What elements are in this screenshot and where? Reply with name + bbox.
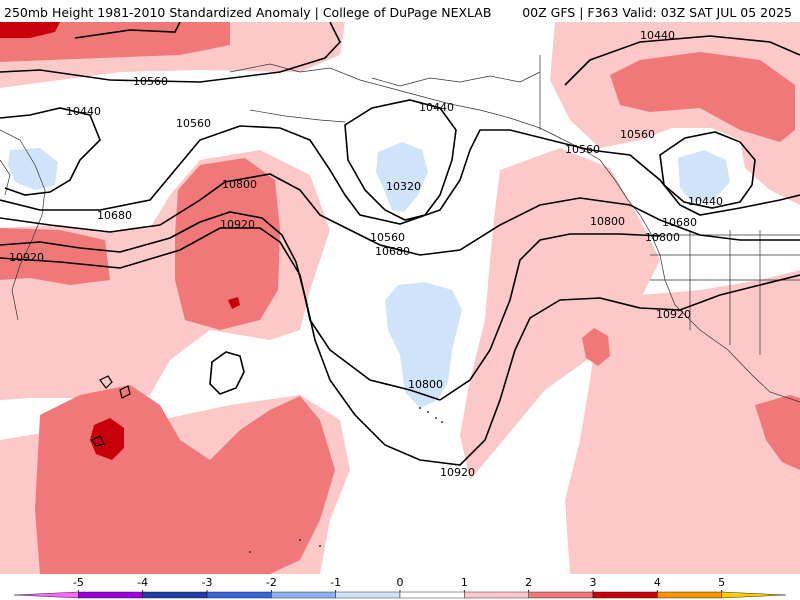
contour-label: 10800: [590, 215, 625, 228]
anomaly-map: 10440 10560 10560 10440 10440 10320 1056…: [0, 22, 800, 574]
contour-label: 10920: [656, 308, 691, 321]
legend-tick-label: -1: [330, 576, 341, 589]
legend-tick-label: 2: [525, 576, 532, 589]
contour-label: 10920: [440, 466, 475, 479]
contour-label: 10440: [66, 105, 101, 118]
legend-swatch: [592, 591, 658, 599]
legend-tick-label: -2: [266, 576, 277, 589]
contour-label: 10440: [688, 195, 723, 208]
contour-label: 10800: [222, 178, 257, 191]
legend-ticks: -5 -4 -3 -2 -1 0 1 2 3 4 5: [73, 576, 725, 592]
contour-label: 10680: [662, 216, 697, 229]
negative-anomaly-areas: [8, 142, 730, 408]
legend-tick-label: 3: [590, 576, 597, 589]
contour-label: 10680: [375, 245, 410, 258]
island-markers: [249, 407, 443, 553]
legend-swatch: [399, 591, 465, 599]
contour-label: 10800: [408, 378, 443, 391]
small-closed-contours: [91, 375, 131, 447]
legend-swatch: [13, 591, 79, 599]
legend-swatch: [464, 591, 529, 599]
legend-tick-label: 4: [654, 576, 661, 589]
contour-label: 10440: [640, 29, 675, 42]
legend-tick-label: -3: [202, 576, 213, 589]
coastlines: [0, 55, 800, 403]
legend-swatch: [78, 591, 143, 599]
color-scale-legend: -5 -4 -3 -2 -1 0 1 2 3 4 5: [13, 576, 787, 599]
contour-labels: 10440 10560 10560 10440 10440 10320 1056…: [9, 29, 723, 479]
legend-tick-label: 1: [461, 576, 468, 589]
contour-label: 10560: [176, 117, 211, 130]
legend-swatch: [206, 591, 272, 599]
positive-anomaly-dark-areas: [0, 22, 240, 460]
legend-swatch: [335, 591, 401, 599]
contour-label: 10680: [97, 209, 132, 222]
legend-swatch: [142, 591, 208, 599]
legend-tick-label: 0: [397, 576, 404, 589]
legend-swatch: [657, 591, 722, 599]
contour-label: 10560: [620, 128, 655, 141]
legend-tick-label: -4: [137, 576, 148, 589]
contour-label: 10560: [133, 75, 168, 88]
positive-anomaly-medium-areas: [0, 22, 800, 574]
legend-swatches: [13, 591, 787, 599]
contour-label: 10560: [370, 231, 405, 244]
legend-swatch: [721, 591, 787, 599]
contour-label: 10560: [565, 143, 600, 156]
contour-label: 10440: [419, 101, 454, 114]
legend-swatch: [528, 591, 594, 599]
contour-label: 10800: [645, 231, 680, 244]
legend-swatch: [271, 591, 336, 599]
map-title: 250mb Height 1981-2010 Standardized Anom…: [4, 5, 492, 20]
title-bar: 250mb Height 1981-2010 Standardized Anom…: [0, 0, 800, 22]
contour-label: 10920: [9, 251, 44, 264]
contour-label: 10320: [386, 180, 421, 193]
legend-tick-label: -5: [73, 576, 84, 589]
model-run-info: 00Z GFS | F363 Valid: 03Z SAT JUL 05 202…: [522, 5, 792, 20]
contour-label: 10920: [220, 218, 255, 231]
height-contours: [0, 22, 800, 466]
legend-tick-label: 5: [718, 576, 725, 589]
